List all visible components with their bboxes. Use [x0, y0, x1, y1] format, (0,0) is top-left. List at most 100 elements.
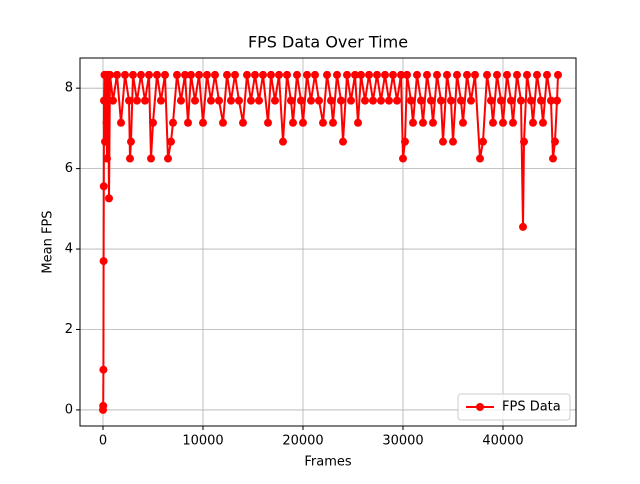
marker — [403, 70, 411, 79]
marker — [267, 70, 275, 79]
marker — [199, 118, 207, 127]
line — [102, 74, 559, 410]
marker — [493, 70, 501, 79]
marker — [315, 96, 323, 105]
marker — [307, 96, 315, 105]
marker — [215, 96, 223, 105]
marker — [483, 70, 491, 79]
marker — [247, 96, 255, 105]
marker — [487, 96, 495, 105]
marker — [503, 70, 511, 79]
legend-label: FPS Data — [502, 400, 561, 415]
y-tick-label: 4 — [65, 242, 73, 257]
legend-box — [457, 393, 571, 421]
marker — [489, 118, 497, 127]
marker — [377, 96, 385, 105]
marker — [369, 96, 377, 105]
x-axis-label: Frames — [304, 455, 352, 470]
marker — [389, 70, 397, 79]
marker — [195, 70, 203, 79]
marker — [289, 118, 297, 127]
marker — [439, 137, 447, 146]
marker — [147, 154, 155, 163]
marker — [361, 96, 369, 105]
marker — [161, 70, 169, 79]
marker — [549, 154, 557, 163]
marker — [447, 96, 455, 105]
marker — [519, 222, 527, 231]
marker — [113, 70, 121, 79]
marker — [297, 96, 305, 105]
marker — [365, 70, 373, 79]
marker — [235, 96, 243, 105]
marker — [121, 70, 129, 79]
y-axis-label: Mean FPS — [41, 210, 56, 273]
marker — [517, 96, 525, 105]
marker — [227, 96, 235, 105]
marker — [547, 96, 555, 105]
marker — [99, 401, 108, 410]
marker — [513, 70, 521, 79]
marker — [471, 70, 479, 79]
x-tick-label: 10000 — [182, 434, 223, 449]
marker — [459, 118, 467, 127]
marker — [103, 154, 111, 163]
marker — [299, 118, 307, 127]
marker — [287, 96, 295, 105]
marker — [507, 96, 515, 105]
x-tick-label: 30000 — [382, 434, 423, 449]
marker — [553, 96, 561, 105]
marker — [191, 96, 199, 105]
marker — [497, 96, 505, 105]
marker — [283, 70, 291, 79]
marker — [393, 96, 401, 105]
marker — [99, 365, 108, 374]
marker — [329, 118, 337, 127]
marker — [520, 137, 528, 146]
marker — [339, 137, 347, 146]
marker — [157, 96, 165, 105]
marker — [533, 70, 541, 79]
marker — [407, 96, 415, 105]
marker — [99, 182, 108, 191]
marker — [551, 137, 559, 146]
marker — [141, 96, 149, 105]
marker — [207, 96, 215, 105]
marker — [427, 96, 435, 105]
marker — [543, 70, 551, 79]
marker — [102, 118, 111, 127]
marker — [275, 70, 283, 79]
marker — [109, 96, 117, 105]
marker — [279, 137, 287, 146]
marker — [164, 154, 172, 163]
series — [99, 70, 562, 414]
chart-title: FPS Data Over Time — [248, 33, 408, 52]
marker — [126, 154, 134, 163]
marker — [523, 70, 531, 79]
marker — [184, 118, 192, 127]
marker — [385, 96, 393, 105]
marker — [223, 70, 231, 79]
marker — [499, 118, 507, 127]
marker — [137, 70, 145, 79]
marker — [527, 96, 535, 105]
marker — [239, 118, 247, 127]
marker — [413, 70, 421, 79]
marker — [133, 96, 141, 105]
legend-marker — [476, 403, 484, 411]
marker — [417, 96, 425, 105]
marker — [457, 96, 465, 105]
y-tick-label: 0 — [65, 402, 73, 417]
marker — [419, 118, 427, 127]
marker — [105, 194, 113, 203]
marker — [101, 137, 109, 146]
marker — [145, 70, 153, 79]
marker — [125, 96, 133, 105]
marker — [311, 70, 319, 79]
x-tick-label: 40000 — [482, 434, 523, 449]
axes-frame — [79, 57, 577, 427]
marker — [319, 118, 327, 127]
marker — [529, 118, 537, 127]
marker — [373, 70, 381, 79]
